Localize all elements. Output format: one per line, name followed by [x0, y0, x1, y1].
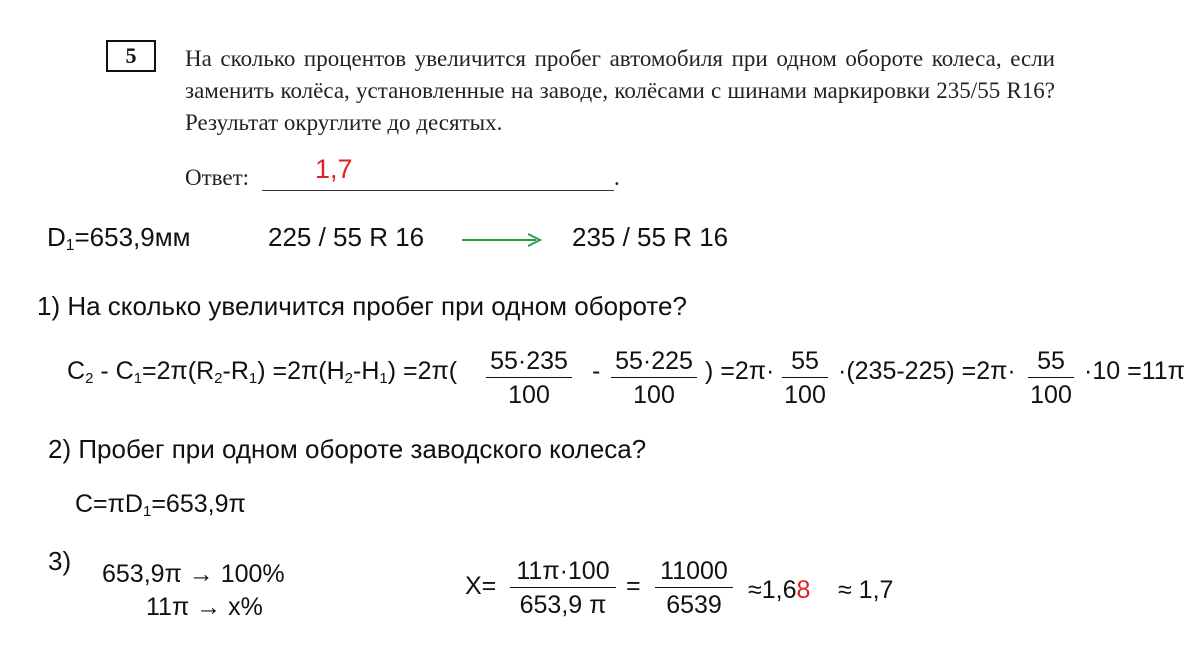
- step3-equals: =: [626, 572, 641, 600]
- fraction-denominator: 100: [784, 381, 826, 409]
- arrow-right-icon: [462, 233, 543, 247]
- step3-label: 3): [48, 546, 72, 576]
- tire-to: 235 / 55 R 16: [572, 222, 729, 252]
- fraction-numerator: 55·235: [490, 347, 568, 375]
- step1-fraction-1: 55·235 100: [486, 346, 572, 410]
- fraction-numerator: 55: [1037, 347, 1065, 375]
- fraction-denominator: 653,9 π: [519, 591, 607, 619]
- step3-fraction-2: 11000 6539: [655, 556, 733, 620]
- step2-formula: C=πD1=653,9π: [75, 490, 246, 520]
- fraction-denominator: 100: [508, 381, 550, 409]
- fraction-numerator: 55: [791, 347, 819, 375]
- step1-minus: -: [592, 357, 601, 385]
- step1-fraction-2: 55·225 100: [611, 346, 697, 410]
- highlighted-digit: 8: [796, 576, 811, 604]
- fraction-bar: [782, 377, 828, 378]
- step3-x-label: X=: [465, 572, 497, 600]
- fraction-bar: [611, 377, 697, 378]
- task-number-box: 5: [106, 40, 156, 72]
- step1-mid-2: ·(235-225) =2π·: [838, 357, 1016, 385]
- fraction-bar: [486, 377, 572, 378]
- fraction-bar: [510, 587, 616, 588]
- fraction-numerator: 11π·100: [516, 557, 610, 585]
- fraction-numerator: 11000: [660, 557, 728, 585]
- given-diameter: D1=653,9мм: [47, 222, 191, 254]
- step1-fraction-3: 55 100: [782, 346, 828, 410]
- step1-formula-start: C2 - C1=2π(R2-R1) =2π(H2-H1) =2π(: [67, 357, 458, 387]
- step3-approx-1: ≈1,68: [748, 576, 811, 604]
- answer-end-dot: .: [614, 165, 620, 190]
- step3-approx-2: ≈ 1,7: [838, 576, 894, 604]
- fraction-denominator: 6539: [666, 591, 722, 619]
- fraction-numerator: 55·225: [615, 347, 693, 375]
- step3-proportion-line-1: 653,9π → 100%: [102, 560, 285, 588]
- step1-title: 1) На сколько увеличится пробег при одно…: [37, 291, 687, 321]
- fraction-bar: [655, 587, 733, 588]
- answer-label: Ответ:: [185, 165, 250, 190]
- step1-result: ·10 =11π: [1084, 357, 1185, 385]
- step2-title: 2) Пробег при одном обороте заводского к…: [48, 434, 647, 464]
- step3-proportion-line-2: 11π → x%: [146, 593, 263, 621]
- fraction-denominator: 100: [1030, 381, 1072, 409]
- step1-mid-1: ) =2π·: [705, 357, 775, 385]
- answer-line: [262, 190, 614, 191]
- task-question: На сколько процентов увеличится пробег а…: [185, 46, 1055, 135]
- fraction-bar: [1028, 377, 1074, 378]
- step1-fraction-4: 55 100: [1028, 346, 1074, 410]
- tire-from: 225 / 55 R 16: [268, 222, 425, 252]
- fraction-denominator: 100: [633, 381, 675, 409]
- step3-fraction-1: 11π·100 653,9 π: [510, 556, 616, 620]
- answer-value: 1,7: [315, 154, 353, 184]
